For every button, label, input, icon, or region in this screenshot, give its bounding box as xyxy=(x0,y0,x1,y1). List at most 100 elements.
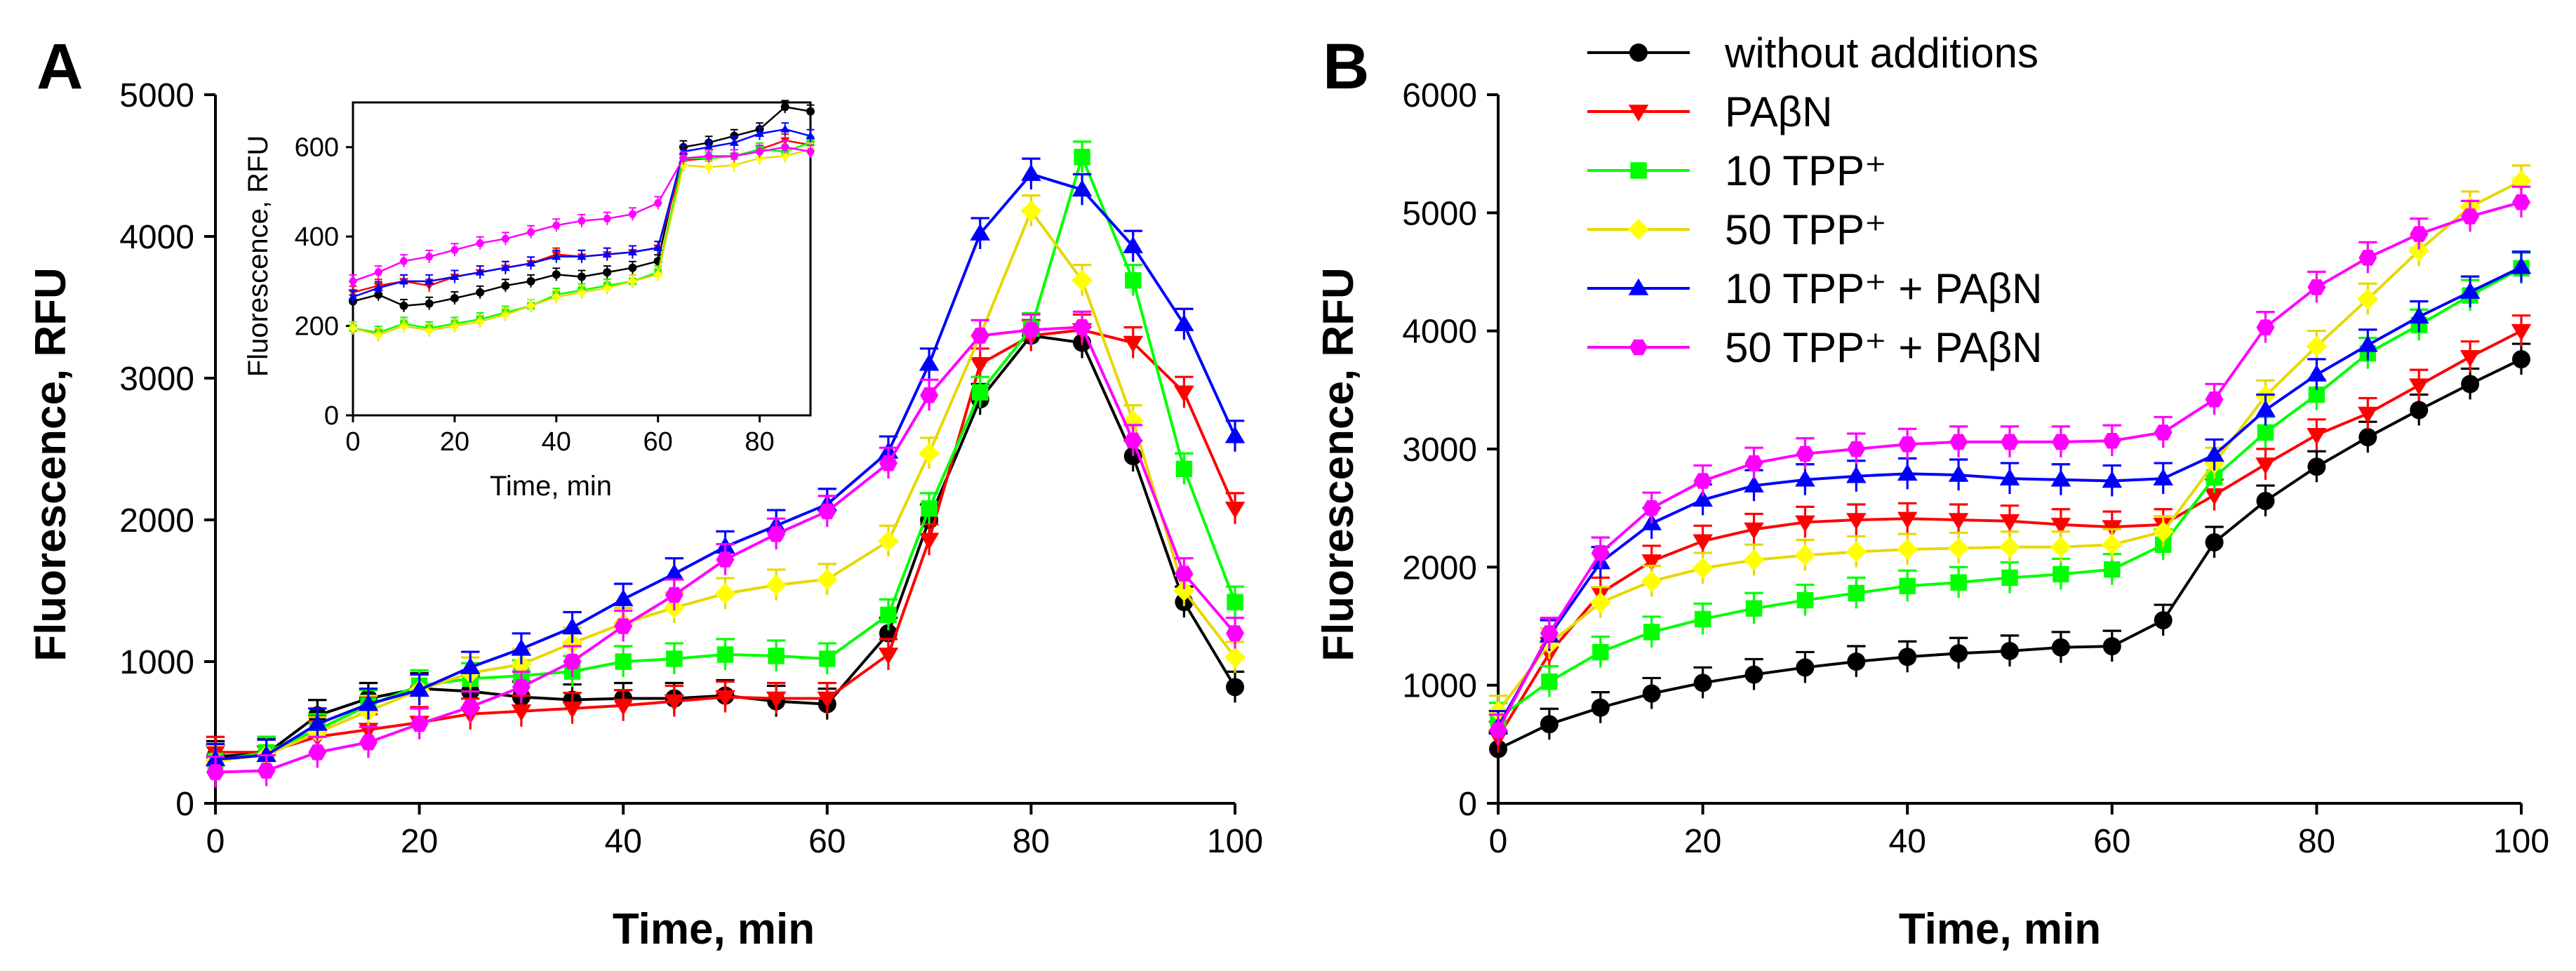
panel-a-data-point xyxy=(359,734,378,751)
panel-b-data-point xyxy=(2512,194,2530,210)
panel-b-data-point xyxy=(2001,641,2019,660)
legend-item: PAβN xyxy=(1587,88,1832,135)
panel-a-data-point xyxy=(817,691,838,709)
panel-b-data-point xyxy=(1846,466,1867,483)
panel-a-data-point xyxy=(766,691,787,709)
panel-a-x-tick-label: 60 xyxy=(808,823,846,860)
panel-b-data-point xyxy=(2204,488,2224,505)
panel-b-data-point xyxy=(2051,638,2070,657)
panel-a-data-point xyxy=(308,744,327,761)
inset-data-point xyxy=(399,257,408,265)
inset-x-tick-label: 0 xyxy=(345,427,360,457)
panel-a-data-point xyxy=(919,533,940,550)
legend-label: without additions xyxy=(1724,29,2038,76)
panel-b-data-point xyxy=(1743,549,1765,571)
inset-data-point xyxy=(603,215,612,222)
inset-data-point xyxy=(628,210,637,218)
inset-data-point xyxy=(730,152,739,160)
inset-data-point xyxy=(627,276,638,286)
inset-data-point xyxy=(374,268,383,276)
panel-a-data-point xyxy=(1226,625,1244,641)
inset-data-point xyxy=(450,294,459,303)
inset-data-point xyxy=(425,253,434,260)
panel-b-x-tick-label: 40 xyxy=(1889,823,1926,860)
panel-a-data-point xyxy=(1073,319,1091,335)
panel-b-data-point xyxy=(1489,722,1507,738)
legend-item: 50 TPP⁺ xyxy=(1587,206,1887,253)
panel-a-data-point xyxy=(665,587,683,603)
panel-b-data-point xyxy=(2154,424,2173,441)
inset-data-point xyxy=(552,270,561,279)
inset-data-point xyxy=(754,153,765,163)
panel-a-data-point xyxy=(921,500,937,517)
legend-marker xyxy=(1629,43,1648,62)
inset-data-point xyxy=(551,292,561,302)
panel-a-data-point xyxy=(510,654,532,675)
legend-marker xyxy=(1628,105,1649,122)
panel-b-data-point xyxy=(1796,446,1815,462)
panel-a-data-point xyxy=(817,503,836,520)
inset-y-tick-label: 600 xyxy=(295,133,339,163)
panel-a-data-point xyxy=(970,328,989,344)
panel-a-data-point xyxy=(1123,432,1142,449)
panel-b-data-point xyxy=(1846,513,1867,530)
panel-b-data-point xyxy=(1847,441,1866,457)
panel-a-data-point xyxy=(972,384,989,401)
inset-axes: 0 20 40 60 80 0 200 400 600 xyxy=(295,101,812,457)
legend-item: 50 TPP⁺ + PAβN xyxy=(1587,324,2043,371)
inset-data-point xyxy=(475,267,485,276)
panel-a-data-point xyxy=(1022,322,1041,338)
panel-b-data-point xyxy=(2511,257,2532,274)
panel-a-data-point xyxy=(1020,200,1042,222)
panel-a-data-point xyxy=(561,632,583,654)
panel-a-data-point xyxy=(766,574,787,596)
panel-a-inset-chart: 0 20 40 60 80 0 200 400 600 Time, min Fluorescen… xyxy=(243,99,815,502)
panel-a-data-point xyxy=(1173,580,1195,601)
panel-a-data-point xyxy=(307,714,328,731)
panel-b-data-point xyxy=(2358,335,2378,352)
panel-b-y-tick-label: 5000 xyxy=(1402,195,1477,232)
inset-data-point xyxy=(755,147,764,156)
panel-a-data-point xyxy=(919,443,940,464)
panel-b-data-point xyxy=(1948,537,1970,559)
panel-b-data-point xyxy=(1948,464,1969,482)
panel-b-data-point xyxy=(2306,335,2328,357)
panel-b-data-point xyxy=(1949,644,1968,663)
panel-a-data-point xyxy=(614,618,633,634)
panel-a-data-point xyxy=(1224,426,1246,443)
panel-b-data-point xyxy=(2102,433,2121,449)
legend-marker xyxy=(1628,278,1649,295)
inset-data-point xyxy=(577,252,587,260)
panel-a-data-point xyxy=(1174,314,1194,331)
inset-data-point xyxy=(373,330,384,340)
legend-item: without additions xyxy=(1587,29,2038,76)
panel-a-data-point xyxy=(880,606,897,624)
legend-marker xyxy=(1629,339,1648,356)
panel-b-data-point xyxy=(2408,240,2430,262)
panel-b-data-point xyxy=(1641,570,1662,592)
panel-b-data-point xyxy=(1591,698,1610,717)
inset-data-point xyxy=(704,162,714,173)
panel-b-data-point xyxy=(1744,665,1763,684)
panel-b-data-point xyxy=(2051,434,2070,450)
inset-data-point xyxy=(501,281,510,290)
panel-b-data-point xyxy=(1642,684,1661,703)
inset-y-tick-label: 200 xyxy=(295,312,339,342)
panel-a-data-point xyxy=(878,648,899,665)
panel-a-data-point xyxy=(1175,460,1193,477)
inset-data-point xyxy=(577,287,587,297)
panel-a-data-point xyxy=(768,648,785,664)
panel-a-data-point xyxy=(1224,646,1246,668)
panel-a-data-point xyxy=(409,680,429,697)
panel-b-data-point xyxy=(1897,464,1918,481)
panel-b-data-point xyxy=(1897,539,1918,561)
panel-a-x-tick-label: 100 xyxy=(1207,823,1263,860)
panel-a-data-point xyxy=(460,657,481,674)
panel-a-data-point xyxy=(1021,163,1041,181)
panel-b-data-point xyxy=(1950,574,1967,591)
panel-b-chart: B 0 20 40 60 80 1000100020003000400050006000 … xyxy=(1314,31,2549,953)
panel-a-data-point xyxy=(664,563,685,581)
